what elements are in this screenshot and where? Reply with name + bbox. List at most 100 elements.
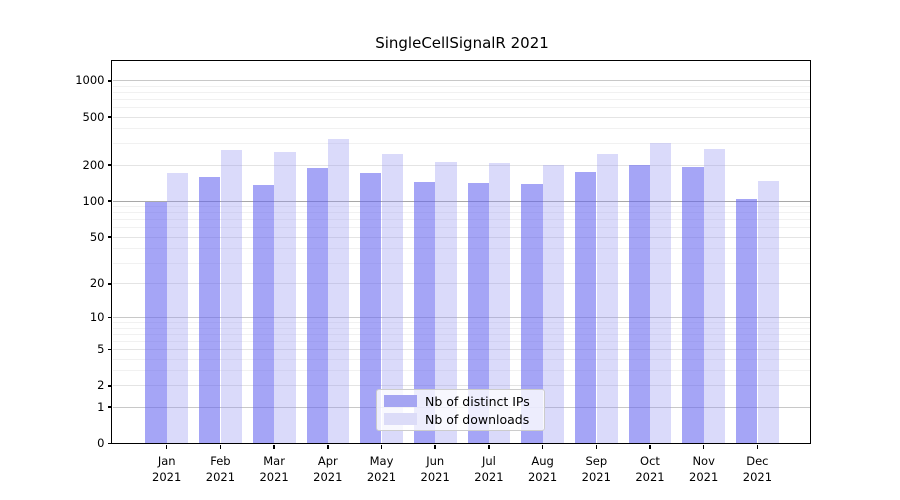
y-axis-tick-label: 2 — [97, 378, 105, 393]
gridline — [113, 227, 811, 229]
bar-downloads — [220, 149, 242, 444]
gridline — [113, 283, 811, 285]
gridline — [113, 327, 811, 329]
x-axis-tick-label: Mar 2021 — [259, 453, 289, 484]
bar-distinct-ips — [306, 167, 328, 444]
bar-downloads — [650, 143, 672, 444]
gridline — [113, 322, 811, 324]
x-tick-mark — [327, 445, 329, 450]
gridline — [113, 99, 811, 101]
bar-downloads — [596, 153, 618, 444]
x-axis-tick-label: Oct 2021 — [635, 453, 665, 484]
x-axis-tick-label: Jun 2021 — [420, 453, 450, 484]
gridline — [113, 262, 811, 264]
legend-item: Nb of downloads — [377, 412, 544, 427]
y-tick-mark — [107, 442, 112, 445]
y-axis-tick-label: 5 — [97, 341, 105, 356]
gridline — [113, 107, 811, 109]
bar-distinct-ips — [413, 181, 436, 444]
gridline — [113, 340, 811, 342]
legend-item-label: Nb of downloads — [425, 411, 530, 427]
bar-distinct-ips — [736, 198, 758, 444]
legend-item: Nb of distinct IPs — [377, 394, 544, 409]
bar-distinct-ips — [252, 184, 275, 444]
bar-distinct-ips — [199, 177, 221, 444]
y-axis-tick-label: 100 — [82, 193, 105, 208]
gridline — [113, 212, 811, 214]
gridline — [113, 236, 811, 238]
x-axis-tick-label: May 2021 — [366, 453, 397, 484]
bar-downloads — [542, 165, 565, 444]
x-tick-mark — [219, 445, 222, 450]
legend: Nb of distinct IPs Nb of downloads — [376, 389, 545, 431]
bar-downloads — [328, 138, 350, 444]
gridline — [113, 143, 811, 145]
y-axis-tick-label: 1000 — [75, 73, 105, 88]
x-tick-mark — [488, 445, 490, 450]
gridline — [113, 333, 811, 335]
y-axis-tick-label: 50 — [89, 229, 105, 244]
y-tick-mark — [107, 282, 112, 285]
x-axis-tick-label: Apr 2021 — [313, 453, 343, 484]
y-tick-mark — [107, 385, 112, 387]
gridline — [113, 200, 811, 202]
x-tick-mark — [595, 445, 598, 450]
y-axis-tick-label: 200 — [82, 157, 105, 172]
legend-swatch — [384, 395, 417, 407]
chart-title: SingleCellSignalR 2021 — [375, 34, 549, 52]
x-tick-mark — [273, 445, 275, 450]
y-tick-mark — [107, 236, 112, 238]
y-axis-tick-label: 500 — [82, 109, 105, 124]
x-tick-mark — [380, 445, 383, 450]
x-tick-mark — [165, 445, 168, 450]
bar-downloads — [489, 162, 511, 444]
gridline — [113, 116, 811, 118]
legend-swatch — [384, 413, 417, 425]
gridline — [113, 370, 811, 372]
bar-distinct-ips — [145, 202, 167, 444]
x-tick-mark — [541, 445, 544, 450]
bar-distinct-ips — [575, 172, 597, 444]
x-axis-tick-label: Sep 2021 — [581, 453, 611, 484]
x-axis-tick-label: Feb 2021 — [205, 453, 236, 484]
x-axis-tick-label: Jul 2021 — [474, 453, 504, 484]
x-axis-tick-label: Nov 2021 — [689, 453, 719, 484]
gridline — [113, 348, 811, 350]
y-axis-tick-label: 20 — [89, 276, 105, 291]
gridline — [113, 85, 811, 87]
bar-distinct-ips — [682, 167, 704, 444]
y-tick-mark — [107, 116, 112, 119]
y-tick-mark — [107, 80, 112, 82]
gridline — [113, 128, 811, 130]
bar-downloads — [381, 153, 403, 444]
y-axis-tick-label: 10 — [89, 310, 105, 325]
bar-distinct-ips — [521, 183, 543, 444]
x-tick-mark — [434, 445, 436, 450]
bar-downloads — [166, 173, 189, 444]
plot-area — [113, 62, 811, 444]
y-tick-mark — [107, 316, 112, 319]
bar-downloads — [757, 180, 779, 444]
gridline — [113, 164, 811, 166]
gridline — [113, 248, 811, 250]
gridline — [113, 80, 811, 82]
x-tick-mark — [702, 445, 705, 450]
y-tick-mark — [107, 406, 112, 408]
y-axis-tick-label: 0 — [97, 436, 105, 450]
bar-distinct-ips — [360, 173, 382, 444]
y-tick-mark — [107, 164, 112, 166]
x-tick-mark — [756, 445, 759, 450]
bar-downloads — [435, 162, 457, 444]
x-axis-tick-label: Jan 2021 — [152, 453, 182, 484]
x-axis-tick-label: Aug 2021 — [527, 453, 558, 484]
gridline — [113, 317, 811, 319]
gridline — [113, 92, 811, 94]
gridline — [113, 206, 811, 208]
y-tick-mark — [107, 348, 112, 351]
gridline — [113, 358, 811, 360]
gridline — [113, 385, 811, 387]
bar-distinct-ips — [628, 165, 650, 444]
legend-item-label: Nb of distinct IPs — [425, 393, 530, 409]
y-axis-tick-label: 1 — [97, 399, 105, 414]
